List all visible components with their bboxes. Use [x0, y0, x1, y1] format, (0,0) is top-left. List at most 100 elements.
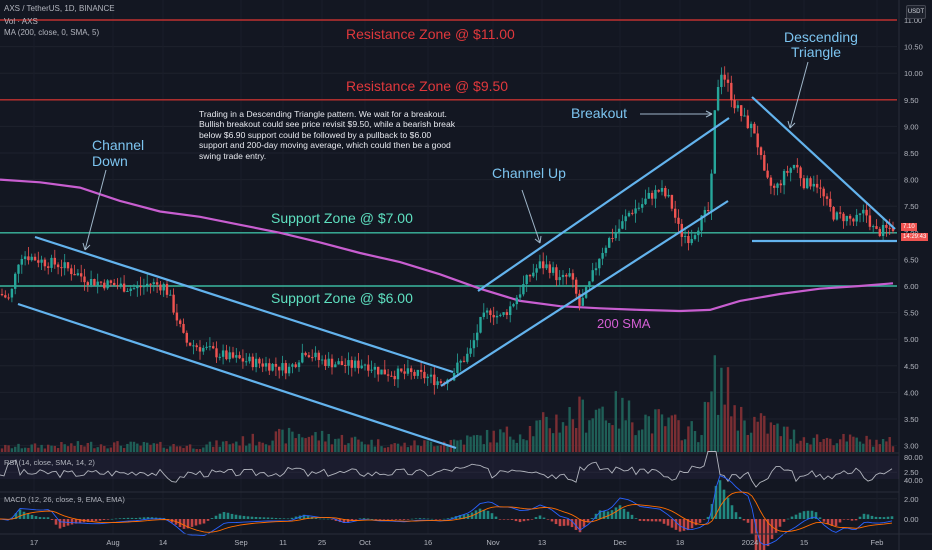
- macd-bar: [26, 513, 30, 519]
- candle-body: [749, 123, 753, 129]
- volume-bar: [142, 441, 146, 452]
- volume-bar: [406, 447, 410, 452]
- macd-bar: [630, 514, 634, 519]
- candle-body: [865, 209, 868, 216]
- macd-bar: [122, 518, 126, 519]
- candle-body: [245, 361, 248, 363]
- macd-bar: [102, 519, 106, 520]
- rsi-band: [0, 456, 899, 479]
- volume-bar: [83, 446, 86, 452]
- candle-body: [225, 350, 228, 360]
- candle-body: [396, 368, 400, 380]
- candle-body: [334, 364, 337, 368]
- price-tick: 10.00: [904, 69, 923, 78]
- macd-bar: [350, 519, 354, 521]
- candle-body: [862, 209, 865, 214]
- candle-body: [96, 281, 99, 286]
- candle-body: [872, 226, 875, 228]
- volume-bar: [505, 426, 509, 452]
- volume-bar: [360, 441, 363, 452]
- volume-bar: [146, 442, 149, 452]
- candle-body: [363, 364, 367, 366]
- price-tick: 5.50: [904, 309, 919, 318]
- candle-body: [690, 239, 693, 244]
- volume-bar: [20, 448, 23, 452]
- candle-body: [855, 214, 858, 222]
- candle-body: [825, 196, 829, 199]
- currency-badge[interactable]: USDT: [906, 5, 926, 19]
- candle-body: [466, 353, 469, 362]
- candle-body: [63, 262, 66, 269]
- volume-bar: [380, 446, 383, 452]
- candle-body: [221, 350, 225, 357]
- volume-bar: [822, 439, 825, 452]
- candle-body: [99, 281, 103, 283]
- candle-body: [476, 332, 479, 341]
- macd-bar: [534, 517, 538, 519]
- candle-body: [162, 283, 165, 291]
- channel-down-upper: [34, 235, 454, 374]
- volume-bar: [812, 437, 815, 452]
- channel-down-label-2: Down: [92, 153, 128, 169]
- macd-bar: [358, 518, 362, 520]
- volume-bar: [862, 443, 865, 452]
- volume-bar: [307, 436, 311, 452]
- candle-body: [274, 363, 278, 367]
- volume-bar: [208, 441, 212, 452]
- candle-body: [459, 360, 462, 363]
- candle-body: [654, 189, 657, 199]
- macd-bar: [850, 519, 854, 521]
- candle-body: [228, 352, 231, 360]
- macd-bar: [42, 517, 46, 519]
- volume-bar: [806, 442, 809, 452]
- macd-bar: [306, 515, 310, 519]
- candle-body: [647, 192, 650, 199]
- volume-bar: [522, 439, 525, 452]
- candle-body: [637, 207, 641, 209]
- macd-bar: [266, 517, 270, 519]
- candle-body: [674, 208, 677, 218]
- macd-bar: [146, 517, 150, 519]
- candle-body: [581, 297, 584, 306]
- macd-bar: [726, 497, 730, 519]
- volume-bar: [528, 426, 532, 452]
- volume-bar: [274, 431, 278, 452]
- volume-bar: [482, 444, 485, 452]
- candle-body: [390, 375, 393, 377]
- volume-bar: [301, 437, 304, 452]
- macd-bar: [138, 517, 142, 519]
- time-tick: 17: [30, 538, 38, 547]
- macd-bar: [738, 516, 742, 519]
- price-tick: 6.00: [904, 282, 919, 291]
- candle-body: [357, 360, 360, 369]
- candle-body: [469, 348, 472, 354]
- macd-bar: [662, 519, 666, 524]
- candle-body: [512, 304, 515, 307]
- candle-body: [479, 316, 482, 333]
- candle-body: [113, 282, 116, 286]
- macd-bar: [810, 510, 814, 519]
- volume-bar: [0, 448, 4, 452]
- macd-bar: [858, 516, 862, 519]
- candle-body: [786, 170, 789, 173]
- price-tick: 5.00: [904, 335, 919, 344]
- candle-body: [499, 314, 502, 316]
- price-candles: [0, 66, 895, 395]
- volume-bar: [624, 420, 627, 452]
- candle-body: [37, 260, 40, 263]
- macd-bar: [330, 519, 334, 520]
- candle-body: [40, 259, 43, 263]
- rsi-tick-80: 80.00: [904, 453, 923, 462]
- candle-body: [594, 268, 598, 271]
- channel-down-lower: [17, 302, 457, 450]
- candle-body: [56, 264, 60, 268]
- volume-bar: [858, 441, 862, 452]
- candle-body: [462, 360, 466, 362]
- candle-body: [601, 252, 604, 259]
- candle-body: [76, 273, 80, 276]
- candle-body: [241, 358, 245, 362]
- candle-body: [683, 235, 687, 237]
- volume-bar: [730, 416, 733, 452]
- macd-bar: [574, 519, 578, 530]
